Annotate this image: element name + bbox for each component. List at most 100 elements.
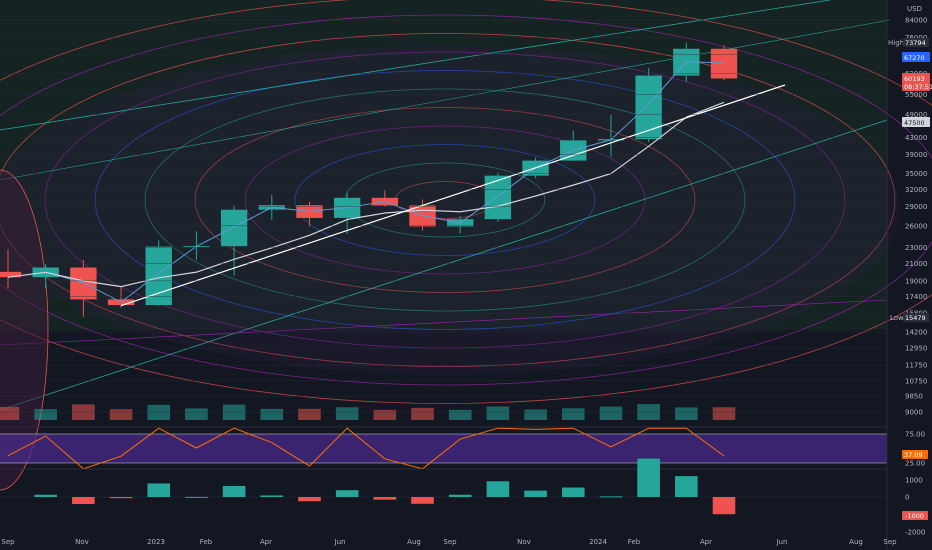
- price-tick: 35000: [905, 170, 927, 178]
- rsi-tick: 75.00: [905, 431, 925, 439]
- volume-bar: [712, 407, 736, 420]
- time-tick: Nov: [517, 538, 531, 546]
- price-axis[interactable]: 8400076000690006200055000490004300039000…: [0, 17, 927, 537]
- drawing-overlays: [0, 0, 932, 491]
- price-tick: 39000: [905, 151, 927, 159]
- time-tick: Feb: [628, 538, 641, 546]
- price-tick: 9000: [905, 409, 923, 417]
- macd-bar: [561, 487, 585, 497]
- macd-histogram: [0, 458, 887, 515]
- volume-bar: [599, 406, 623, 420]
- time-tick: Sep: [883, 538, 897, 546]
- macd-bar: [34, 494, 57, 497]
- time-tick: Aug: [407, 538, 421, 546]
- macd-bar: [222, 485, 246, 497]
- volume-bar: [34, 409, 57, 420]
- macd-bar: [298, 497, 321, 502]
- candle[interactable]: [70, 259, 97, 317]
- rsi-band: [0, 434, 887, 463]
- time-tick: Nov: [75, 538, 89, 546]
- macd-bar: [373, 497, 397, 500]
- price-tick: 23000: [905, 244, 927, 252]
- macd-bar: [147, 483, 171, 497]
- candle-body: [710, 48, 738, 79]
- low-value: 15479: [905, 314, 926, 322]
- volume-bar: [411, 407, 434, 420]
- macd-bar: [599, 496, 623, 498]
- price-tick: 84000: [905, 17, 927, 25]
- macd-bar: [712, 497, 736, 515]
- candle-body: [70, 267, 97, 300]
- ma-value: 47500: [904, 119, 925, 127]
- macd-bar: [260, 495, 284, 497]
- time-tick: Sep: [443, 538, 457, 546]
- price-tick: 32000: [905, 186, 927, 194]
- macd-tick: -2000: [905, 529, 925, 537]
- low-label: Low: [890, 314, 904, 322]
- price-tick: 55000: [905, 91, 927, 99]
- volume-bar: [298, 408, 321, 420]
- macd-bar: [72, 497, 95, 505]
- ma-long-line: [7, 101, 725, 288]
- candle-body: [220, 209, 248, 247]
- time-tick: 2023: [147, 538, 165, 546]
- candle[interactable]: [220, 205, 248, 276]
- rsi-value: 37.09: [904, 451, 923, 459]
- volume-bar: [524, 409, 547, 420]
- volume-bar: [561, 408, 585, 420]
- current-value: 67270: [904, 54, 925, 62]
- volume-bars: [0, 404, 736, 420]
- high-marker: High 73794: [887, 38, 929, 47]
- price-tick: 21000: [905, 260, 927, 268]
- macd-bar: [448, 494, 472, 497]
- price-tick: 29000: [905, 203, 927, 211]
- price-tick: 17400: [905, 293, 927, 301]
- currency-label: USD: [907, 5, 922, 13]
- rsi-value-tag: 37.09: [902, 450, 928, 459]
- macd-pane[interactable]: [0, 458, 887, 515]
- macd-bar: [637, 458, 660, 497]
- macd-bar: [524, 490, 547, 497]
- volume-bar: [448, 409, 472, 420]
- time-tick: Apr: [700, 538, 712, 546]
- candle[interactable]: [0, 249, 22, 289]
- macd-bar: [675, 476, 698, 497]
- price-tick: 14200: [905, 328, 927, 336]
- high-label: High: [888, 39, 904, 47]
- volume-bar: [185, 408, 208, 420]
- price-tick: 12950: [905, 345, 927, 353]
- current-value-tag: 67270: [902, 52, 930, 62]
- price-tick: 26000: [905, 222, 927, 230]
- time-tick: Feb: [200, 538, 213, 546]
- time-tick: Jun: [334, 538, 346, 546]
- macd-tick: 1000: [905, 477, 923, 485]
- trendline: [120, 84, 786, 307]
- time-tick: Sep: [1, 538, 15, 546]
- volume-bar: [486, 406, 510, 420]
- volume-bar: [675, 407, 698, 420]
- macd-bar: [335, 490, 359, 497]
- rsi-pane[interactable]: [0, 426, 887, 470]
- price-tick: 11750: [905, 362, 927, 370]
- candle-body: [484, 175, 512, 220]
- candle-countdown: 08:37:51: [904, 83, 932, 91]
- time-tick: Apr: [260, 538, 272, 546]
- volume-bar: [260, 408, 284, 420]
- volume-bar: [373, 409, 397, 420]
- volume-bar: [109, 409, 133, 420]
- candle-body: [635, 75, 662, 140]
- time-axis[interactable]: Sep Nov 2023 Feb Apr Jun Aug Sep Nov 2024 Feb Apr Ju…: [1, 538, 897, 546]
- low-marker: Low 15479: [890, 313, 929, 322]
- price-tick: 43000: [905, 134, 927, 142]
- volume-bar: [0, 406, 20, 420]
- macd-bar: [411, 497, 434, 504]
- volume-bar: [335, 407, 359, 420]
- macd-bar: [185, 496, 208, 498]
- ma-value-tag: 47500: [902, 117, 930, 127]
- macd-tick: 0: [905, 494, 909, 502]
- price-tick: 10750: [905, 377, 927, 385]
- volume-bar: [147, 404, 171, 420]
- last-price-tag: 60193 08:37:51: [902, 73, 932, 91]
- last-price: 60193: [904, 75, 925, 83]
